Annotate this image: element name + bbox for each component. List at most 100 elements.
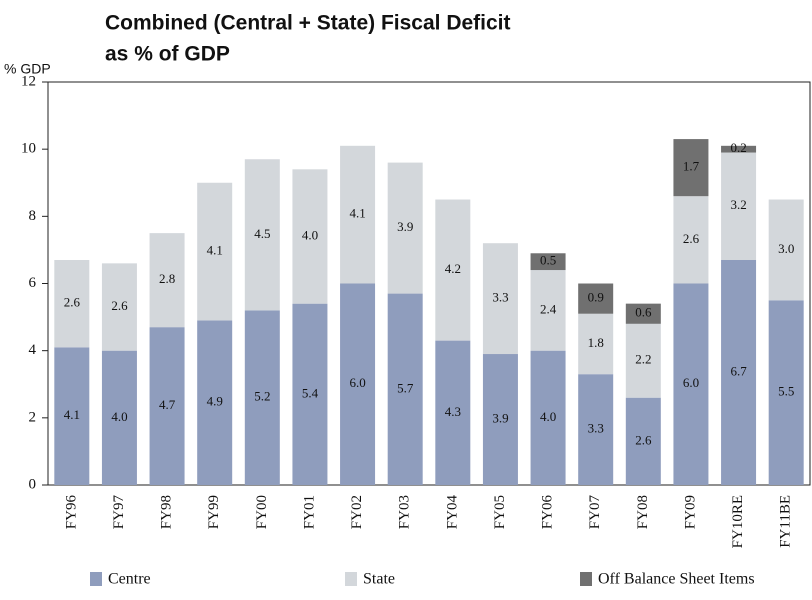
bar-segment (578, 374, 614, 485)
bar-segment (244, 310, 280, 485)
data-label: 3.3 (492, 290, 508, 305)
bar-segment (721, 259, 757, 485)
y-tick-label: 8 (29, 208, 37, 224)
bar-segment (149, 327, 185, 485)
x-tick-label: FY04 (444, 495, 460, 530)
legend-label: Centre (108, 571, 151, 588)
bar-segment (578, 313, 614, 375)
data-label: 0.6 (635, 305, 652, 320)
x-tick-label: FY96 (63, 495, 79, 530)
data-label: 0.5 (540, 253, 556, 268)
bar-segment (292, 303, 328, 485)
x-tick-label: FY01 (301, 495, 317, 529)
data-label: 1.7 (683, 159, 700, 174)
data-label: 4.9 (207, 394, 223, 409)
bar-segment (673, 139, 709, 197)
data-label: 5.4 (302, 385, 319, 400)
bar-segment (625, 323, 661, 398)
bar-segment (292, 169, 328, 304)
bar-segment (578, 283, 614, 314)
bar-segment (387, 293, 423, 485)
bar-segment (625, 397, 661, 485)
y-tick-label: 0 (29, 476, 37, 492)
bar-segment (530, 350, 566, 485)
y-tick-label: 2 (29, 409, 37, 425)
data-label: 3.0 (778, 241, 794, 256)
legend-swatch (90, 572, 102, 586)
data-label: 2.4 (540, 301, 557, 316)
chart-title: Combined (Central + State) Fiscal Defici… (105, 12, 511, 35)
bar-segment (101, 263, 137, 351)
data-label: 2.2 (635, 352, 651, 367)
y-tick-label: 4 (29, 342, 37, 358)
data-label: 2.6 (683, 231, 700, 246)
bar-segment (482, 354, 518, 485)
data-label: 2.6 (635, 432, 652, 447)
data-label: 3.9 (492, 410, 508, 425)
x-tick-label: FY03 (397, 495, 413, 529)
bar-segment (54, 259, 90, 348)
data-label: 2.6 (111, 298, 128, 313)
x-tick-label: FY05 (492, 495, 508, 529)
data-label: 5.7 (397, 380, 414, 395)
x-tick-label: FY10RE (730, 495, 746, 548)
legend-swatch (345, 572, 357, 586)
x-tick-label: FY98 (159, 495, 175, 529)
legend-label: State (363, 571, 395, 588)
data-label: 0.2 (730, 140, 746, 155)
data-label: 4.1 (349, 206, 365, 221)
x-tick-label: FY00 (254, 495, 270, 529)
data-label: 4.3 (445, 404, 461, 419)
bar-segment (149, 233, 185, 328)
bar-segment (482, 243, 518, 355)
legend-swatch (580, 572, 592, 586)
x-tick-label: FY02 (349, 495, 365, 529)
bar-segment (673, 283, 709, 485)
bar-segment (387, 162, 423, 294)
bar-segment (197, 320, 233, 485)
y-axis-label: % GDP (4, 61, 51, 77)
data-label: 4.2 (445, 261, 461, 276)
data-label: 3.9 (397, 219, 413, 234)
y-tick-label: 10 (21, 141, 36, 157)
data-label: 6.0 (349, 375, 365, 390)
bar-segment (435, 199, 471, 341)
data-label: 2.6 (64, 295, 81, 310)
data-label: 1.8 (588, 335, 604, 350)
bar-segment (530, 253, 566, 271)
data-label: 5.2 (254, 389, 270, 404)
bar-segment (101, 350, 137, 485)
y-tick-label: 12 (21, 73, 36, 89)
chart-subtitle: as % of GDP (105, 43, 230, 66)
x-tick-label: FY99 (206, 495, 222, 529)
data-label: 4.1 (207, 243, 223, 258)
bar-segment (625, 303, 661, 324)
data-label: 0.9 (588, 290, 604, 305)
data-label: 2.8 (159, 271, 175, 286)
data-label: 4.0 (111, 409, 127, 424)
bar-segment (721, 152, 757, 260)
data-label: 4.0 (302, 227, 318, 242)
data-label: 5.5 (778, 384, 794, 399)
x-tick-label: FY11BE (778, 495, 794, 548)
bar-segment (768, 199, 804, 301)
data-label: 3.3 (588, 421, 604, 436)
bar-segment (673, 196, 709, 284)
bar-segment (54, 347, 90, 485)
data-label: 4.1 (64, 407, 80, 422)
data-label: 6.0 (683, 375, 699, 390)
y-tick-label: 6 (29, 275, 37, 291)
x-tick-label: FY09 (682, 495, 698, 529)
data-label: 4.7 (159, 397, 176, 412)
bar-segment (721, 145, 757, 153)
legend-label: Off Balance Sheet Items (598, 571, 755, 588)
bar-segment (244, 159, 280, 311)
data-label: 3.2 (730, 197, 746, 212)
bar-segment (435, 340, 471, 485)
bar-segment (197, 182, 233, 321)
data-label: 4.0 (540, 409, 556, 424)
data-label: 6.7 (730, 363, 747, 378)
x-tick-label: FY97 (111, 495, 127, 530)
x-tick-label: FY08 (635, 495, 651, 529)
